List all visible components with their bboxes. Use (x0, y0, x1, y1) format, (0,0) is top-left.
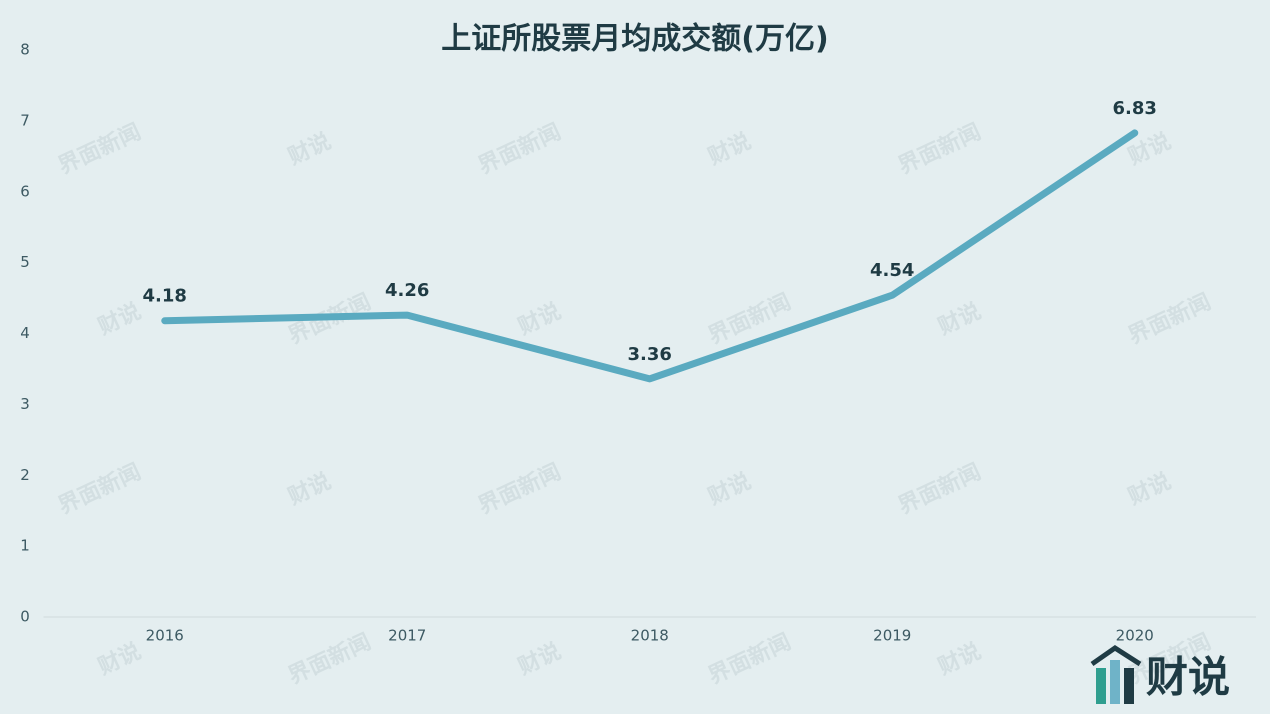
logo-icon (1124, 668, 1134, 704)
x-tick-label: 2016 (146, 627, 184, 645)
logo-icon (1110, 660, 1120, 704)
logo-text: 财说 (1146, 653, 1230, 702)
data-label: 4.54 (870, 260, 914, 281)
data-label: 4.18 (143, 286, 187, 307)
data-label: 6.83 (1113, 98, 1157, 119)
y-tick-label: 6 (20, 182, 30, 200)
y-tick-label: 3 (20, 395, 30, 413)
data-label: 3.36 (628, 344, 672, 365)
logo-icon (1090, 644, 1142, 667)
y-tick-label: 4 (20, 324, 30, 342)
y-tick-label: 5 (20, 253, 30, 271)
y-tick-label: 8 (20, 41, 30, 59)
x-tick-label: 2019 (873, 627, 911, 645)
y-tick-label: 1 (20, 537, 30, 555)
logo-icon (1096, 668, 1106, 704)
data-label: 4.26 (385, 280, 429, 301)
y-tick-label: 2 (20, 466, 30, 484)
logo: 财说 (1090, 644, 1230, 704)
y-tick-label: 0 (20, 608, 30, 626)
x-tick-label: 2018 (631, 627, 669, 645)
y-tick-label: 7 (20, 111, 30, 129)
x-tick-label: 2017 (388, 627, 426, 645)
line (161, 129, 1139, 383)
chart-title: 上证所股票月均成交额(万亿) (441, 22, 828, 57)
x-tick-label: 2020 (1116, 627, 1154, 645)
